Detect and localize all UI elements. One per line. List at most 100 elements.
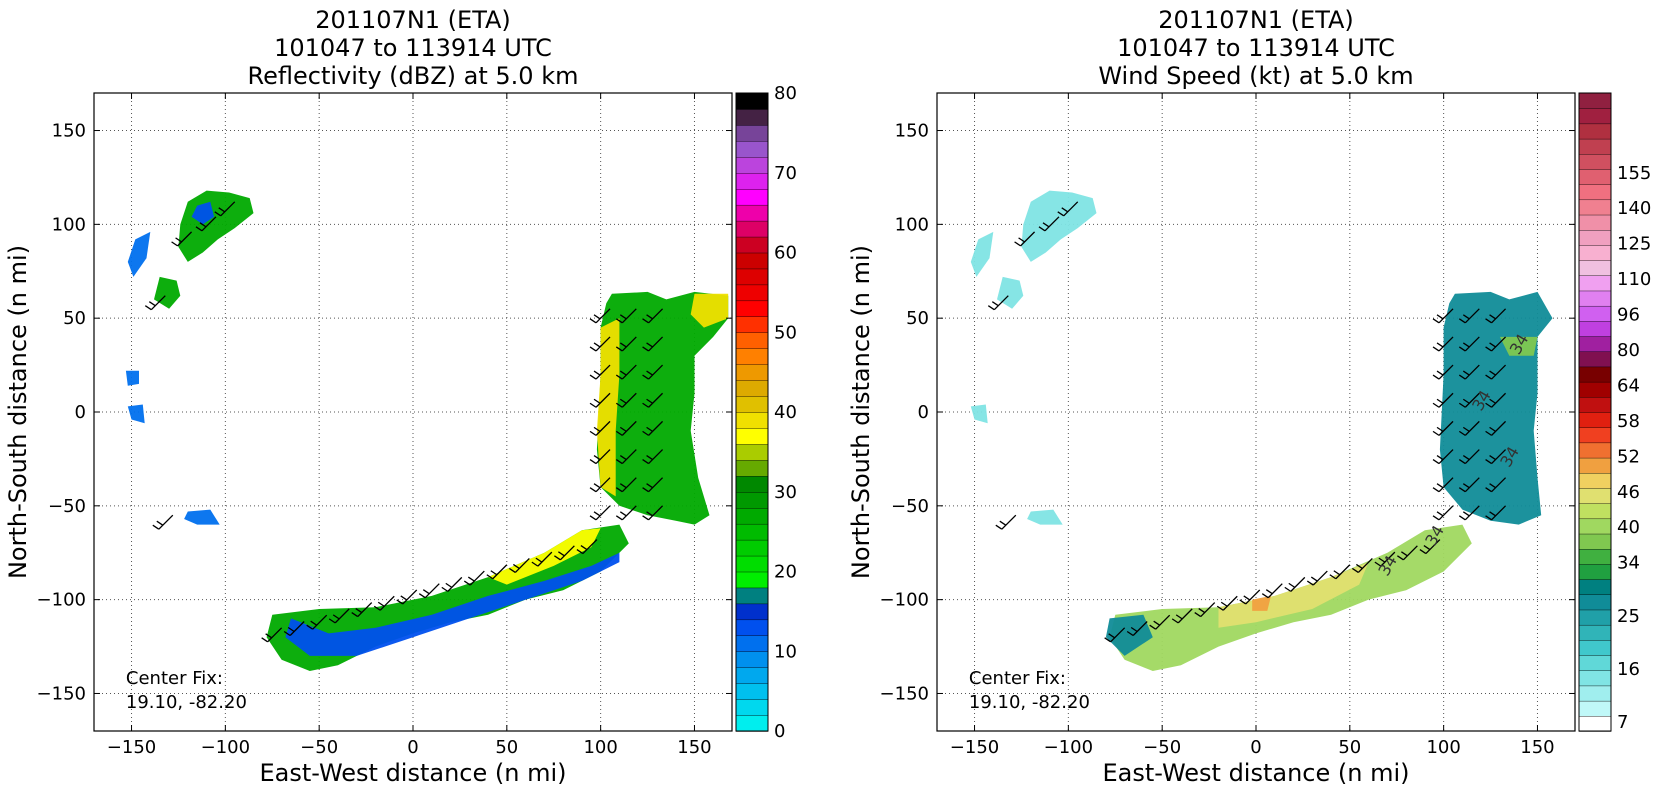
wind-barb [615, 449, 637, 465]
wind-barb [144, 295, 166, 311]
colorbar-segment [735, 427, 769, 445]
wind-barb [195, 216, 217, 232]
wind-barb [642, 336, 664, 352]
colorbar-segment [1578, 685, 1612, 702]
colorbar-segment [1578, 639, 1612, 656]
colorbar-segment [735, 124, 769, 142]
wind-barb [1485, 392, 1507, 408]
wind-barb [486, 564, 508, 580]
wind-barb [589, 336, 611, 352]
x-tick-label: 100 [1426, 737, 1460, 758]
y-tick-label: 100 [52, 214, 86, 235]
colorbar-segment [735, 714, 769, 732]
wind-barb [283, 621, 305, 637]
wind-barb [1419, 539, 1441, 555]
wind-barb [1458, 336, 1480, 352]
wind-barb [1374, 551, 1396, 567]
colorbar-tick-label: 70 [774, 163, 797, 184]
colorbar-segment [1578, 472, 1612, 489]
colorbar-tick-label: 140 [1617, 198, 1651, 219]
colorbar-segment [735, 491, 769, 509]
colorbar-segment [1578, 229, 1612, 246]
data-region-south-band-yellow [488, 528, 601, 585]
colorbar-segment [1578, 715, 1612, 732]
y-tick-label: −150 [880, 683, 929, 704]
wind-barb [328, 608, 350, 624]
wind-barb [373, 595, 395, 611]
colorbar-segment [1578, 700, 1612, 717]
colorbar-segment [735, 284, 769, 302]
wind-barb [615, 477, 637, 493]
chart-title-line: Wind Speed (kt) at 5.0 km [1098, 62, 1413, 90]
colorbar-frame [735, 92, 769, 732]
colorbar-segment [735, 411, 769, 429]
colorbar-segment [735, 108, 769, 126]
wind-barb [1485, 477, 1507, 493]
wind-barb [615, 308, 637, 324]
colorbar-segment [735, 443, 769, 461]
colorbar-tick-label: 60 [774, 243, 797, 264]
data-region-north-cluster [1021, 190, 1097, 262]
colorbar-tick-label: 30 [774, 482, 797, 503]
colorbar-segment [1578, 609, 1612, 626]
wind-barb [1014, 231, 1036, 247]
colorbar-segment [735, 316, 769, 333]
colorbar-segment [1578, 275, 1612, 292]
wind-barb [1351, 557, 1373, 573]
wind-barb [615, 420, 637, 436]
wind-barb [1432, 364, 1454, 380]
wind-barb [642, 392, 664, 408]
colorbar-segment [735, 507, 769, 525]
colorbar-segment [735, 188, 769, 206]
chart-title-line: 101047 to 113914 UTC [1117, 34, 1395, 62]
colorbar-segment [1578, 199, 1612, 216]
colorbar-segment [1578, 259, 1612, 276]
wind-barb [642, 420, 664, 436]
colorbar-tick-label: 20 [774, 562, 797, 583]
colorbar-tick-label: 64 [1617, 375, 1640, 396]
x-tick-label: −50 [1143, 737, 1181, 758]
data-region-north-echo-blue [191, 201, 215, 225]
colorbar-segment [735, 698, 769, 716]
y-tick-label: 0 [75, 402, 86, 423]
colorbar-tick-label: 34 [1617, 553, 1640, 574]
wind-barb [531, 551, 553, 567]
colorbar-segment [735, 92, 769, 110]
wind-barb [642, 449, 664, 465]
x-axis-label: East-West distance (n mi) [1102, 759, 1409, 787]
wind-barb [589, 505, 611, 521]
x-tick-label: −100 [1044, 737, 1093, 758]
colorbar-segment [735, 379, 769, 397]
colorbar-segment [735, 603, 769, 621]
colorbar-segment [735, 619, 769, 636]
wind-barb [306, 614, 328, 630]
y-axis-label: North-South distance (n mi) [847, 245, 875, 579]
colorbar-segment [735, 651, 769, 668]
colorbar-segment [1578, 305, 1612, 322]
colorbar-tick-label: 80 [1617, 340, 1640, 361]
wind-barb [1458, 420, 1480, 436]
wind-barb [1261, 583, 1283, 599]
y-tick-label: −50 [891, 496, 929, 517]
x-tick-label: −150 [950, 737, 999, 758]
colorbar-segment [735, 236, 769, 254]
colorbar-tick-label: 58 [1617, 411, 1640, 432]
colorbar-segment [1578, 138, 1612, 155]
chart-title-line: Reflectivity (dBZ) at 5.0 km [248, 62, 579, 90]
wind-barb [1149, 614, 1171, 630]
chart-title-line: 201107N1 (ETA) [1158, 6, 1354, 34]
wind-barb [152, 514, 174, 530]
y-tick-label: 0 [918, 402, 929, 423]
colorbar-segment [1578, 396, 1612, 413]
colorbar-segment [735, 635, 769, 652]
colorbar-segment [1578, 457, 1612, 474]
wind-barb [463, 570, 485, 586]
center-fix-value: 19.10, -82.20 [969, 692, 1090, 713]
colorbar-segment [735, 140, 769, 158]
colorbar-segment [735, 363, 769, 381]
colorbar-segment [735, 667, 769, 684]
wind-barb [261, 627, 283, 643]
wind-barb [615, 505, 637, 521]
colorbar-frame [1578, 92, 1612, 732]
